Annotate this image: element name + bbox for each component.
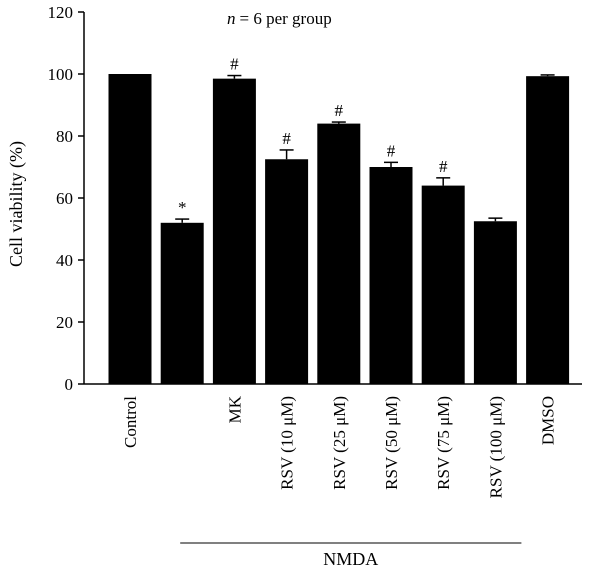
x-category-label: RSV (25 μM) <box>330 396 349 490</box>
significance-mark: # <box>230 55 239 74</box>
y-tick-label: 100 <box>48 65 74 84</box>
sample-size-text: = 6 per group <box>240 9 332 28</box>
bar <box>108 74 152 384</box>
bar <box>473 221 517 384</box>
significance-mark: # <box>439 157 448 176</box>
x-category-label: MK <box>225 395 244 423</box>
significance-mark: # <box>387 141 396 160</box>
nmda-group-label: NMDA <box>323 549 378 569</box>
bars: * # # # # # <box>84 55 582 385</box>
x-category-label: RSV (100 μM) <box>486 396 505 498</box>
bar <box>265 159 309 384</box>
bar <box>421 185 465 384</box>
bar <box>160 222 204 384</box>
sample-size-annotation: n = 6 per group <box>227 9 332 28</box>
x-category-label: RSV (50 μM) <box>382 396 401 490</box>
x-category-label: Control <box>121 396 140 448</box>
bar <box>212 78 256 385</box>
y-tick-label: 60 <box>56 189 73 208</box>
bar <box>369 167 413 384</box>
x-category-label: RSV (75 μM) <box>434 396 453 490</box>
significance-mark: * <box>178 198 187 217</box>
y-tick-label: 20 <box>56 313 73 332</box>
significance-mark: # <box>335 101 344 120</box>
bar <box>526 76 570 385</box>
y-tick-label: 120 <box>48 3 74 22</box>
y-tick-label: 40 <box>56 251 73 270</box>
y-tick-label: 0 <box>65 375 74 394</box>
significance-mark: # <box>282 129 291 148</box>
y-axis: 0 20 40 60 80 100 120 <box>48 3 85 394</box>
x-category-label: DMSO <box>539 396 558 445</box>
y-tick-label: 80 <box>56 127 73 146</box>
category-labels: Control MK RSV (10 μM) RSV (25 μM) RSV (50 μ… <box>121 395 558 498</box>
sample-size-variable: n <box>227 9 236 28</box>
x-category-label: RSV (10 μM) <box>278 396 297 490</box>
y-axis-label: Cell viability (%) <box>6 141 27 267</box>
bar <box>317 123 361 384</box>
